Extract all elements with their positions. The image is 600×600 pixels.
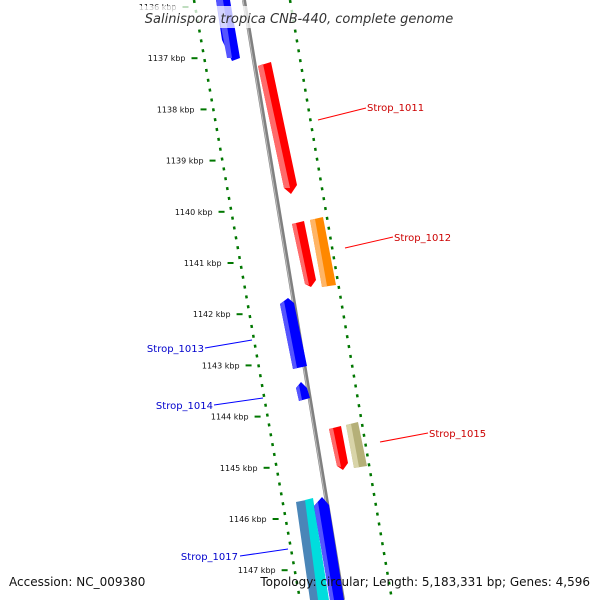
- genome-summary-text: Topology: circular; Length: 5,183,331 bp…: [259, 575, 590, 589]
- gene-label-Strop_1013[interactable]: Strop_1013: [147, 344, 204, 355]
- gene-Strop_1011-shade: [258, 64, 290, 188]
- gene-leader-line: [379, 432, 429, 443]
- feature-orange-shade: [310, 219, 327, 287]
- kbp-tick-label: 1143 kbp: [202, 361, 240, 370]
- kbp-tick-label: 1145 kbp: [220, 464, 258, 473]
- gene-leader-line: [213, 397, 264, 406]
- gene-leader-line: [204, 339, 253, 349]
- genome-backbone-highlight: [242, 0, 343, 600]
- feature-khaki-shade: [346, 424, 359, 468]
- left-dotted-guide: [192, 0, 302, 600]
- kbp-tick-label: 1137 kbp: [148, 54, 186, 63]
- dotted-guides: [192, 0, 394, 600]
- genome-backbone: [242, 0, 345, 600]
- accession-text: Accession: NC_009380: [9, 575, 145, 589]
- gene-Strop_1012-shade: [292, 223, 309, 285]
- kbp-tick-label: 1147 kbp: [238, 566, 276, 575]
- gene-label-Strop_1017[interactable]: Strop_1017: [181, 552, 238, 563]
- gene-Strop_1014-shade: [296, 385, 302, 401]
- gene-label-Strop_1011[interactable]: Strop_1011: [367, 103, 424, 114]
- gene-leader-line: [344, 236, 394, 249]
- title-backdrop: [130, 6, 470, 28]
- gene-label-Strop_1014[interactable]: Strop_1014: [156, 401, 213, 412]
- kbp-tick-label: 1139 kbp: [166, 157, 204, 166]
- gene-labels: Strop_1011 Strop_1012 Strop_1013 Strop_1014…: [147, 103, 486, 563]
- gene-leader-line: [317, 107, 367, 121]
- features: [216, 0, 367, 600]
- kbp-tick-label: 1141 kbp: [184, 259, 222, 268]
- kbp-tick-label: 1144 kbp: [211, 413, 249, 422]
- kbp-tick-label: 1140 kbp: [175, 208, 213, 217]
- gene-label-Strop_1015[interactable]: Strop_1015: [429, 429, 486, 440]
- gene-Strop_1015-shade: [329, 428, 341, 467]
- gene-Strop_1013-shade: [280, 301, 297, 369]
- kbp-tick-label: 1146 kbp: [229, 515, 267, 524]
- right-dotted-guide: [288, 0, 394, 600]
- gene-leader-line: [239, 548, 289, 557]
- gene-Strop_1017[interactable]: [314, 497, 344, 600]
- feature-cyan[interactable]: [305, 498, 329, 600]
- gene-label-Strop_1012[interactable]: Strop_1012: [394, 233, 451, 244]
- kbp-tick-label: 1138 kbp: [157, 105, 195, 114]
- map-title: Salinispora tropica CNB-440, complete ge…: [145, 12, 453, 27]
- gene-Strop_1017-shade: [314, 502, 334, 600]
- kbp-tick-label: 1142 kbp: [193, 310, 231, 319]
